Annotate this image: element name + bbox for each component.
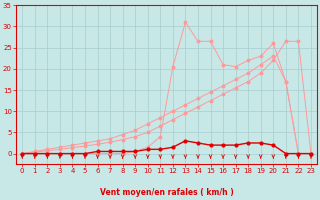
X-axis label: Vent moyen/en rafales ( km/h ): Vent moyen/en rafales ( km/h ) bbox=[100, 188, 234, 197]
